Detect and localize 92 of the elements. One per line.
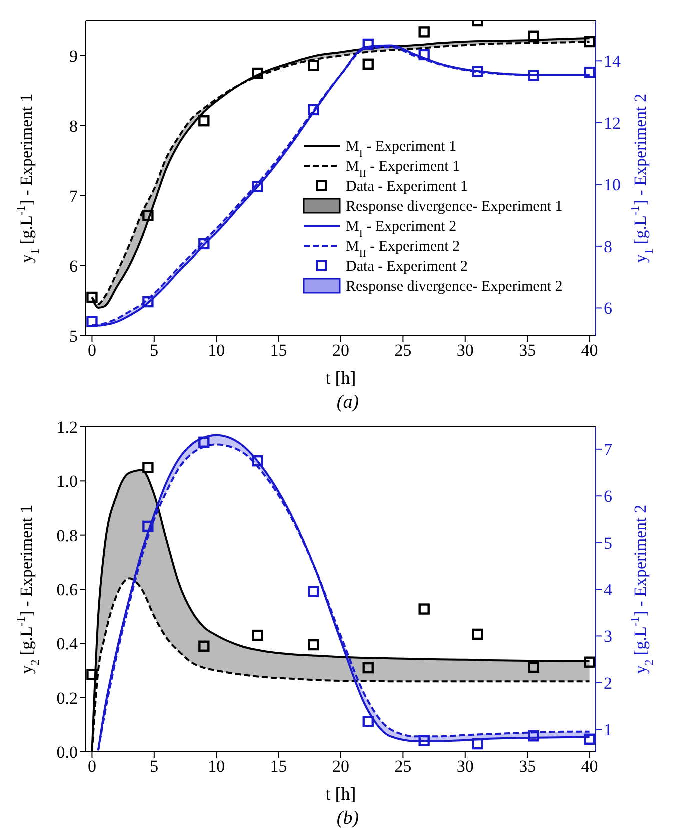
x-tick-label: 35: [519, 341, 536, 360]
x-tick-label: 20: [332, 341, 350, 360]
x-tick-label: 15: [270, 341, 288, 360]
x-tick-label: 40: [581, 341, 598, 360]
y2-tick-label: 6: [604, 487, 612, 506]
legend-label: Data - Experiment 2: [346, 259, 468, 275]
y-tick-label: 0.0: [56, 743, 78, 762]
x-tick-label: 5: [150, 757, 159, 776]
legend-label: M$_{I}$ - Experiment 1: [346, 139, 457, 160]
y-tick-label: 0.8: [56, 526, 78, 546]
x-tick-label: 35: [519, 757, 536, 776]
x-tick-label: 10: [208, 757, 226, 776]
y-tick-label: 7: [70, 187, 78, 206]
legend-label: Response divergence- Experiment 2: [346, 279, 563, 295]
point: [252, 181, 264, 192]
point: [142, 520, 154, 532]
point: [472, 66, 484, 78]
x-tick-label: 25: [394, 757, 412, 776]
point: [142, 210, 154, 222]
point: [584, 656, 596, 668]
point: [528, 730, 540, 742]
legend-label: Data - Experiment 1: [346, 179, 468, 195]
x-tick-label: 20: [332, 757, 350, 776]
y-tick-label: 0.6: [56, 580, 78, 600]
point: [198, 116, 210, 127]
y2-tick-label: 12: [604, 114, 621, 133]
point: [142, 462, 154, 474]
point: [308, 60, 320, 72]
point: [86, 316, 98, 328]
y2-tick-label: 7: [604, 440, 613, 460]
x-tick-label: 25: [394, 341, 412, 360]
x-tick-label: 10: [208, 341, 226, 360]
y-tick-label: 0.2: [56, 688, 78, 708]
legend-label: Response divergence- Experiment 1: [346, 199, 563, 215]
point: [528, 70, 540, 82]
y-tick-label: 1.2: [56, 418, 78, 438]
point: [362, 38, 374, 50]
x-tick-label: 15: [270, 757, 288, 776]
point: [252, 455, 264, 467]
point: [362, 716, 374, 728]
point: [252, 68, 264, 80]
x-tick-label: 40: [581, 757, 598, 776]
point: [308, 104, 320, 116]
point: [584, 36, 596, 48]
x-axis-title: t [h]: [326, 784, 356, 804]
point: [528, 30, 540, 42]
legend-label: M$_{II}$ - Experiment 1: [346, 159, 460, 180]
text: (a): [336, 392, 360, 414]
legend-label: M$_{I}$ - Experiment 2: [346, 219, 457, 240]
y2-tick-label: 8: [604, 237, 612, 256]
point: [584, 66, 596, 78]
point: [86, 292, 98, 304]
point: [418, 735, 430, 746]
legend-label: M$_{II}$ - Experiment 2: [346, 239, 460, 260]
point: [198, 436, 210, 448]
point: [528, 662, 540, 674]
y2-tick-label: 4: [604, 580, 613, 600]
x-tick-label: 0: [88, 341, 96, 360]
point: [584, 734, 596, 745]
point: [198, 640, 210, 652]
point: [472, 738, 484, 750]
point: [362, 662, 374, 674]
y-tick-label: 5: [70, 327, 78, 346]
point: [418, 26, 430, 38]
x-tick-label: 30: [456, 341, 474, 360]
point: [142, 296, 154, 308]
point: [252, 630, 264, 642]
x-tick-label: 0: [88, 757, 96, 776]
point: [86, 669, 98, 680]
y-tick-label: 9: [70, 47, 78, 66]
y-tick-label: 8: [70, 117, 78, 136]
y2-tick-label: 5: [604, 534, 612, 553]
point: [198, 238, 210, 250]
y2-tick-label: 3: [604, 627, 612, 646]
point: [362, 58, 374, 70]
x-tick-label: 5: [150, 341, 159, 360]
text: (b): [336, 808, 360, 830]
y2-tick-label: 6: [604, 299, 612, 318]
y2-tick-label: 2: [604, 674, 612, 693]
y2-tick-label: 1: [604, 720, 612, 740]
x-tick-label: 30: [456, 757, 474, 776]
y-tick-label: 1.0: [56, 472, 78, 492]
y2-tick-label: 10: [604, 176, 621, 195]
y-tick-label: 0.4: [56, 634, 78, 654]
y2-tick-label: 14: [604, 52, 622, 72]
point: [308, 639, 320, 651]
point: [418, 49, 430, 61]
point: [418, 604, 430, 615]
point: [472, 628, 484, 640]
x-axis-title: t [h]: [326, 368, 356, 388]
point: [308, 586, 320, 598]
y-tick-label: 6: [70, 257, 78, 276]
